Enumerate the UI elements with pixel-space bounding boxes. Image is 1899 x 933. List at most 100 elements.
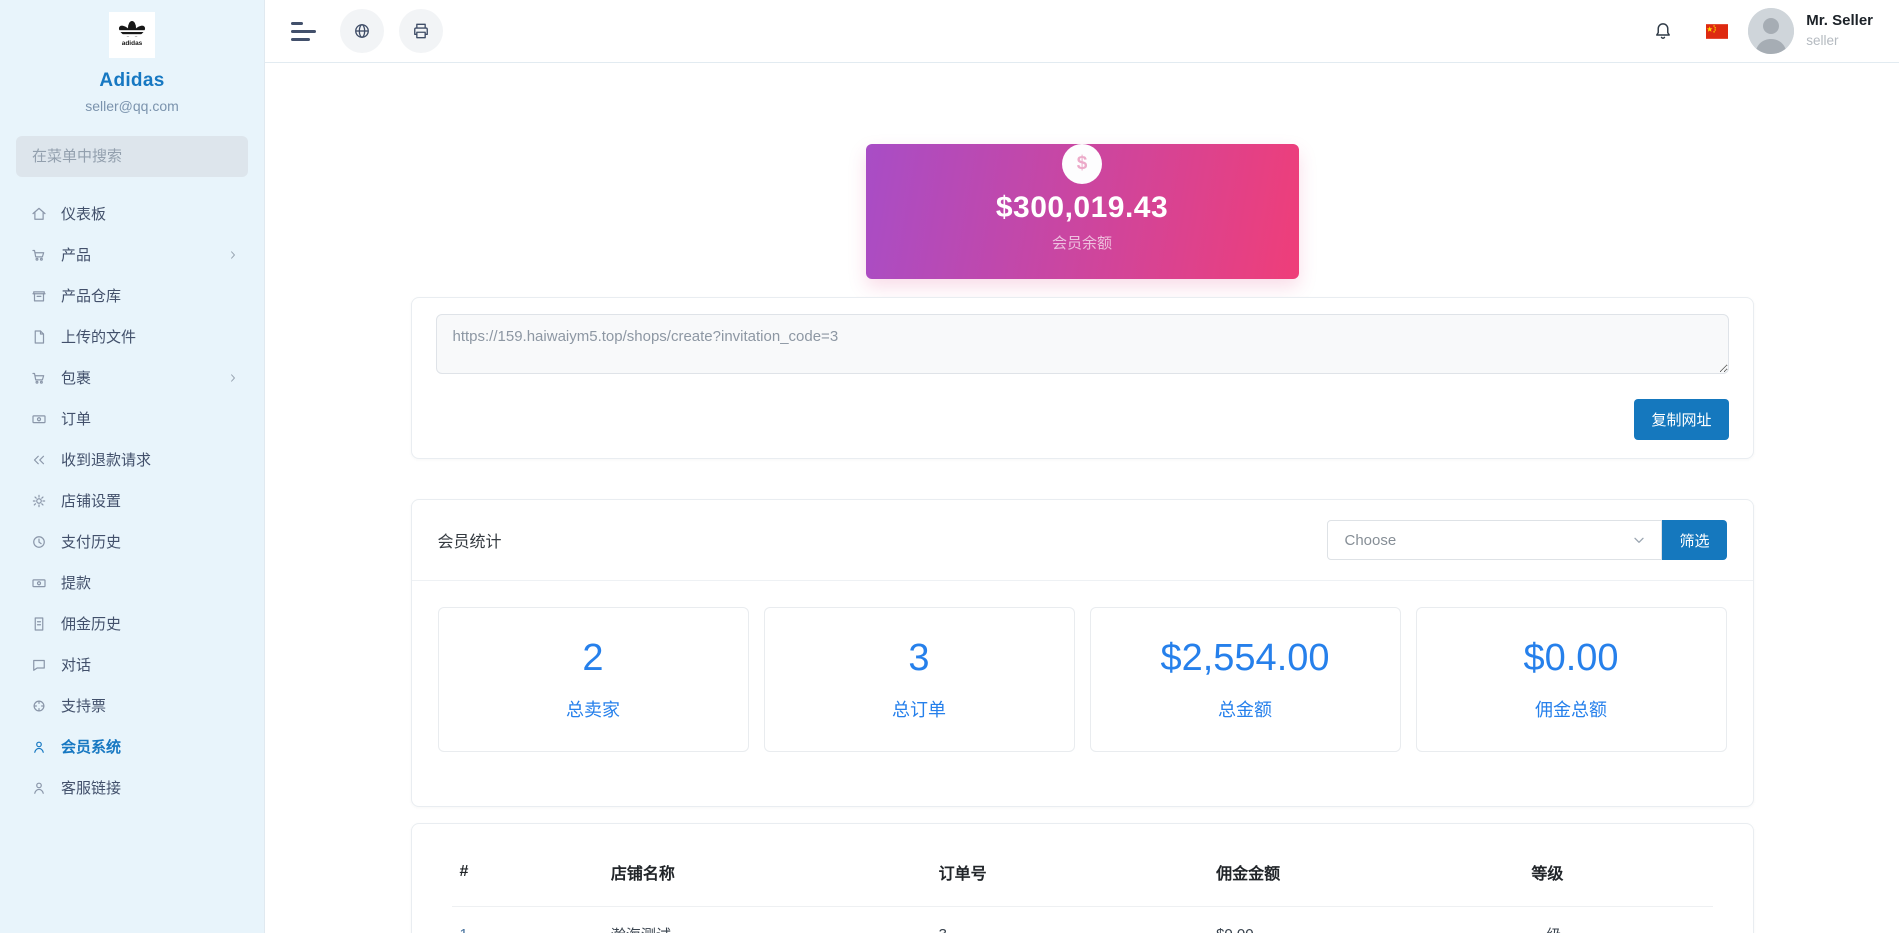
user-name: Mr. Seller	[1806, 12, 1873, 30]
sidebar-item-label: 会员系统	[61, 739, 122, 756]
sidebar-item-packages[interactable]: 包裹	[0, 357, 264, 398]
dollar-icon: $	[1062, 144, 1102, 184]
balance-label: 会员余额	[1051, 235, 1112, 252]
main-content: $ $300,019.43 会员余额 https://159.haiwaiym5…	[265, 63, 1899, 933]
sidebar-item-label: 客服链接	[61, 780, 122, 797]
topbar: Mr. Seller seller	[265, 0, 1899, 63]
brand-name: Adidas	[99, 70, 165, 91]
stats-filter-group: Choose 筛选	[1327, 520, 1727, 560]
table-header-cell: #	[459, 863, 469, 880]
home-icon	[30, 205, 48, 223]
globe-button[interactable]	[340, 9, 384, 53]
stat-box-total-sellers: 2 总卖家	[437, 607, 749, 752]
chevron-down-icon	[1631, 532, 1647, 548]
user-avatar[interactable]	[1748, 8, 1795, 54]
document-icon	[30, 615, 48, 633]
invitation-url-card: https://159.haiwaiym5.top/shops/create?i…	[410, 297, 1754, 459]
stat-value: $2,554.00	[1160, 637, 1330, 679]
invitation-url-textarea[interactable]: https://159.haiwaiym5.top/shops/create?i…	[435, 314, 1729, 374]
period-select-value: Choose	[1344, 531, 1397, 549]
stat-label: 总金额	[1218, 700, 1272, 720]
sidebar-item-uploaded-files[interactable]: 上传的文件	[0, 316, 264, 357]
stat-box-total-amount: $2,554.00 总金额	[1089, 607, 1401, 752]
table-cell: $0.00	[1208, 907, 1523, 933]
stat-box-total-orders: 3 总订单	[763, 607, 1075, 752]
sidebar-item-label: 支付历史	[61, 534, 122, 551]
stat-label: 总卖家	[566, 700, 620, 720]
sidebar-item-conversations[interactable]: 对话	[0, 644, 264, 685]
sidebar-item-refund-requests[interactable]: 收到退款请求	[0, 439, 264, 480]
sidebar: adidas Adidas seller@qq.com 仪表板产品产品仓库上传的…	[0, 0, 265, 933]
sidebar-item-label: 产品仓库	[61, 288, 122, 305]
sidebar-item-label: 上传的文件	[61, 329, 137, 346]
globe-icon	[352, 21, 372, 41]
sidebar-item-label: 包裹	[61, 370, 92, 387]
sidebar-item-label: 提款	[61, 575, 92, 592]
printer-button[interactable]	[399, 9, 443, 53]
table-cell: 一级	[1523, 907, 1712, 933]
svg-text:adidas: adidas	[122, 40, 143, 47]
file-icon	[30, 328, 48, 346]
brand: adidas Adidas seller@qq.com	[0, 12, 264, 114]
notification-bell-button[interactable]	[1652, 20, 1674, 42]
user-block: Mr. Seller seller	[1806, 12, 1873, 50]
language-flag-button[interactable]	[1706, 23, 1729, 39]
sidebar-item-label: 店铺设置	[61, 493, 122, 510]
stat-label: 总订单	[892, 700, 946, 720]
sidebar-item-products[interactable]: 产品	[0, 234, 264, 275]
cart-icon	[30, 369, 48, 387]
menu-toggle-button[interactable]	[291, 16, 325, 46]
member-balance-card: $ $300,019.43 会员余额	[865, 144, 1299, 279]
filter-button[interactable]: 筛选	[1662, 520, 1727, 560]
table-header-cell: 店铺名称	[610, 866, 675, 883]
chevron-right-icon	[226, 371, 240, 385]
sidebar-item-support-tickets[interactable]: 支持票	[0, 685, 264, 726]
sidebar-item-label: 收到退款请求	[61, 452, 152, 469]
table-cell: 瀚海测试	[603, 907, 931, 933]
table-row: 1瀚海测试3$0.00一级	[451, 906, 1713, 933]
sidebar-item-label: 订单	[61, 411, 92, 428]
chevron-right-icon	[226, 248, 240, 262]
chat-icon	[30, 656, 48, 674]
sidebar-item-shop-settings[interactable]: 店铺设置	[0, 480, 264, 521]
member-statistics-card: 会员统计 Choose 筛选 2 总卖家 3 总订单 $2,554.00 总金额 $0.00…	[410, 499, 1754, 807]
user-icon	[30, 738, 48, 756]
copy-url-button[interactable]: 复制网址	[1634, 399, 1729, 440]
table-header-cell: 订单号	[938, 866, 987, 883]
sidebar-item-payment-history[interactable]: 支付历史	[0, 521, 264, 562]
sidebar-item-label: 产品	[61, 247, 92, 264]
period-select[interactable]: Choose	[1327, 520, 1663, 560]
banknote-icon	[30, 574, 48, 592]
sidebar-item-membership-system[interactable]: 会员系统	[0, 726, 264, 767]
sidebar-item-commission-history[interactable]: 佣金历史	[0, 603, 264, 644]
sidebar-item-dashboard[interactable]: 仪表板	[0, 193, 264, 234]
stat-value: $0.00	[1523, 637, 1619, 679]
sidebar-menu: 仪表板产品产品仓库上传的文件包裹订单收到退款请求 店铺设置支付历史提款佣金历史对话…	[0, 193, 264, 808]
stat-value: 3	[908, 637, 930, 679]
stats-title: 会员统计	[437, 534, 502, 551]
warehouse-icon	[30, 287, 48, 305]
stat-box-total-commission: $0.00 佣金总额	[1415, 607, 1727, 752]
sidebar-item-label: 支持票	[61, 698, 107, 715]
banknote-icon	[30, 410, 48, 428]
table-cell: 1	[452, 907, 603, 933]
sidebar-item-label: 对话	[61, 657, 92, 674]
table-header-cell: 佣金金额	[1216, 866, 1281, 883]
sidebar-item-service-links[interactable]: 客服链接	[0, 767, 264, 808]
user-role: seller	[1806, 32, 1839, 48]
sidebar-item-withdrawals[interactable]: 提款	[0, 562, 264, 603]
ticket-icon	[30, 697, 48, 715]
stat-value: 2	[582, 637, 604, 679]
clock-icon	[30, 533, 48, 551]
sidebar-item-product-warehouse[interactable]: 产品仓库	[0, 275, 264, 316]
balance-amount: $300,019.43	[995, 191, 1169, 224]
sidebar-item-label: 仪表板	[61, 206, 107, 223]
adidas-logo-icon: adidas	[109, 12, 155, 58]
menu-search-input[interactable]	[16, 136, 248, 177]
gear-icon	[30, 492, 48, 510]
brand-email: seller@qq.com	[85, 98, 179, 114]
sidebar-item-orders[interactable]: 订单	[0, 398, 264, 439]
table-header-cell: 等级	[1531, 866, 1564, 883]
